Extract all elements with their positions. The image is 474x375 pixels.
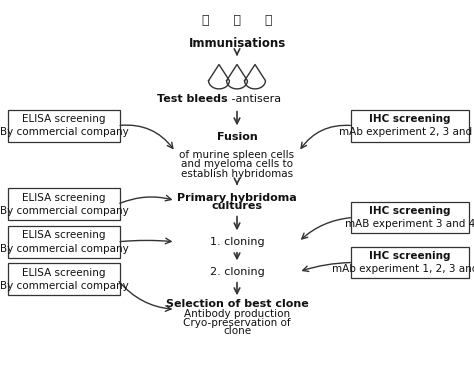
Text: of murine spleen cells: of murine spleen cells — [180, 150, 294, 160]
Text: ELISA screening: ELISA screening — [22, 230, 106, 240]
Text: By commercial company: By commercial company — [0, 128, 128, 137]
Text: 1. cloning: 1. cloning — [210, 237, 264, 247]
Text: By commercial company: By commercial company — [0, 244, 128, 254]
Text: -antisera: -antisera — [228, 94, 282, 104]
FancyBboxPatch shape — [351, 110, 469, 141]
Text: By commercial company: By commercial company — [0, 206, 128, 216]
Text: 2. cloning: 2. cloning — [210, 267, 264, 277]
Text: Antibody production: Antibody production — [184, 309, 290, 319]
FancyBboxPatch shape — [9, 226, 119, 258]
Text: cultures: cultures — [211, 201, 263, 211]
Text: ELISA screening: ELISA screening — [22, 114, 106, 124]
Text: Test bleeds: Test bleeds — [157, 94, 228, 104]
Text: ELISA screening: ELISA screening — [22, 193, 106, 202]
Text: mAb experiment 1, 2, 3 and 4: mAb experiment 1, 2, 3 and 4 — [332, 264, 474, 274]
Text: clone: clone — [223, 326, 251, 336]
Text: Immunisations: Immunisations — [188, 37, 286, 50]
FancyBboxPatch shape — [9, 110, 119, 141]
FancyBboxPatch shape — [351, 247, 469, 278]
Text: Cryo-preservation of: Cryo-preservation of — [183, 318, 291, 327]
Text: Selection of best clone: Selection of best clone — [165, 299, 309, 309]
Text: establish hybridomas: establish hybridomas — [181, 169, 293, 178]
Text: 🐁      🐁      🐁: 🐁 🐁 🐁 — [194, 14, 280, 27]
Text: Primary hybridoma: Primary hybridoma — [177, 193, 297, 202]
Text: mAb experiment 2, 3 and 4: mAb experiment 2, 3 and 4 — [338, 128, 474, 137]
Text: IHC screening: IHC screening — [369, 114, 451, 124]
Text: IHC screening: IHC screening — [369, 251, 451, 261]
FancyBboxPatch shape — [9, 263, 119, 296]
FancyBboxPatch shape — [351, 202, 469, 233]
Text: and myeloma cells to: and myeloma cells to — [181, 159, 293, 169]
Text: By commercial company: By commercial company — [0, 281, 128, 291]
Text: mAB experiment 3 and 4: mAB experiment 3 and 4 — [345, 219, 474, 229]
Text: Fusion: Fusion — [217, 132, 257, 142]
Text: IHC screening: IHC screening — [369, 206, 451, 216]
Text: ELISA screening: ELISA screening — [22, 268, 106, 278]
FancyBboxPatch shape — [9, 188, 119, 220]
